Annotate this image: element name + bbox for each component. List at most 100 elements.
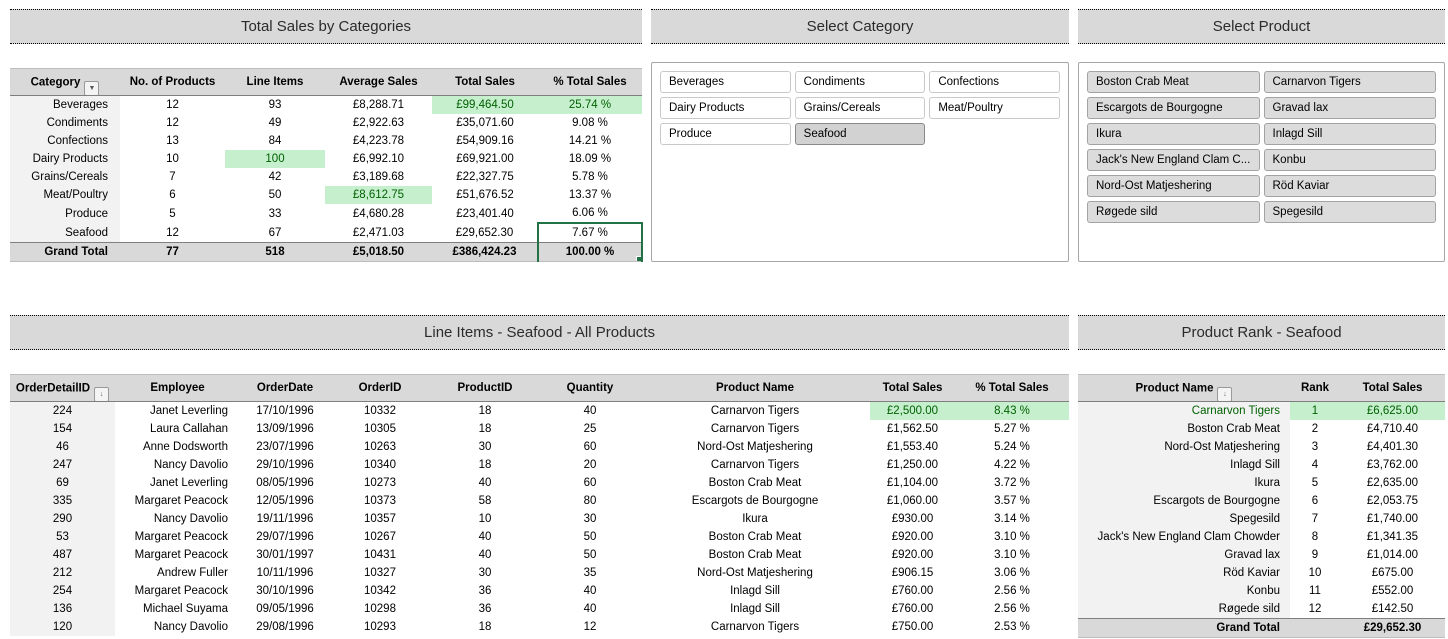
slicer-item-r-d-kaviar[interactable]: Röd Kaviar	[1264, 175, 1437, 197]
cell-pct[interactable]: 8.43 %	[955, 402, 1069, 421]
cell-quantity[interactable]: 35	[540, 564, 640, 582]
cell-employee[interactable]: Janet Leverling	[115, 474, 240, 492]
cell-rank[interactable]: 11	[1290, 582, 1340, 600]
cell-quantity[interactable]: 12	[540, 618, 640, 636]
cell-rank[interactable]: 10	[1290, 564, 1340, 582]
cell-total[interactable]: £35,071.60	[432, 114, 538, 132]
cell-rank[interactable]: 2	[1290, 420, 1340, 438]
cell-product_name[interactable]: Boston Crab Meat	[640, 528, 870, 546]
cell-product_name[interactable]: Carnarvon Tigers	[1078, 402, 1290, 421]
column-header-pct[interactable]: % Total Sales	[538, 69, 642, 96]
cell-line_items[interactable]: 49	[225, 114, 325, 132]
cell-total[interactable]: £1,104.00	[870, 474, 955, 492]
column-header-pct[interactable]: % Total Sales	[955, 375, 1069, 402]
cell-product_name[interactable]: Gravad lax	[1078, 546, 1290, 564]
column-header-order_id[interactable]: OrderID	[330, 375, 430, 402]
cell-quantity[interactable]: 30	[540, 510, 640, 528]
cell-product_id[interactable]: 18	[430, 402, 540, 421]
cell-avg[interactable]: £6,992.10	[325, 150, 432, 168]
cell-product_name[interactable]: Jack's New England Clam Chowder	[1078, 528, 1290, 546]
cell-product_name[interactable]: Konbu	[1078, 582, 1290, 600]
cell-product_name[interactable]: Carnarvon Tigers	[640, 420, 870, 438]
cell-employee[interactable]: Margaret Peacock	[115, 546, 240, 564]
cell-category[interactable]: Grains/Cereals	[10, 168, 120, 186]
cell-category[interactable]: Produce	[10, 204, 120, 223]
cell-product_name[interactable]: Boston Crab Meat	[640, 546, 870, 564]
cell-order_id[interactable]: 10342	[330, 582, 430, 600]
cell-pct[interactable]: 3.10 %	[955, 528, 1069, 546]
cell-employee[interactable]: Margaret Peacock	[115, 528, 240, 546]
cell-quantity[interactable]: 20	[540, 456, 640, 474]
slicer-item-jack-s-new-england-clam-c[interactable]: Jack's New England Clam C...	[1087, 149, 1260, 171]
cell-total[interactable]: £1,014.00	[1340, 546, 1445, 564]
cell-rank[interactable]: 8	[1290, 528, 1340, 546]
cell-employee[interactable]: Michael Suyama	[115, 600, 240, 618]
slicer-item-carnarvon-tigers[interactable]: Carnarvon Tigers	[1264, 71, 1437, 93]
cell-quantity[interactable]: 40	[540, 582, 640, 600]
cell-total[interactable]: £760.00	[870, 600, 955, 618]
sort-filter-icon[interactable]: ↓	[1217, 387, 1232, 402]
cell-line_items[interactable]: 33	[225, 204, 325, 223]
cell-avg[interactable]: £5,018.50	[325, 243, 432, 262]
cell-product_id[interactable]: 18	[430, 618, 540, 636]
slicer-item-grains-cereals[interactable]: Grains/Cereals	[795, 97, 926, 119]
cell-category[interactable]: Condiments	[10, 114, 120, 132]
cell-pct[interactable]: 14.21 %	[538, 132, 642, 150]
cell-order_id[interactable]: 10332	[330, 402, 430, 421]
cell-total[interactable]: £750.00	[870, 618, 955, 636]
slicer-item-spegesild[interactable]: Spegesild	[1264, 201, 1437, 223]
slicer-item-gravad-lax[interactable]: Gravad lax	[1264, 97, 1437, 119]
cell-order_detail_id[interactable]: 224	[10, 402, 115, 421]
cell-pct[interactable]: 5.24 %	[955, 438, 1069, 456]
cell-total[interactable]: £1,060.00	[870, 492, 955, 510]
cell-total[interactable]: £1,250.00	[870, 456, 955, 474]
cell-order_id[interactable]: 10340	[330, 456, 430, 474]
cell-pct[interactable]: 2.56 %	[955, 600, 1069, 618]
cell-line_items[interactable]: 42	[225, 168, 325, 186]
slicer-item-nord-ost-matjeshering[interactable]: Nord-Ost Matjeshering	[1087, 175, 1260, 197]
slicer-item-beverages[interactable]: Beverages	[660, 71, 791, 93]
column-header-avg[interactable]: Average Sales	[325, 69, 432, 96]
cell-products[interactable]: 12	[120, 114, 225, 132]
cell-product_name[interactable]: Inlagd Sill	[1078, 456, 1290, 474]
cell-pct[interactable]: 3.06 %	[955, 564, 1069, 582]
cell-quantity[interactable]: 60	[540, 474, 640, 492]
cell-order_detail_id[interactable]: 290	[10, 510, 115, 528]
cell-product_id[interactable]: 30	[430, 438, 540, 456]
cell-rank[interactable]: 5	[1290, 474, 1340, 492]
cell-avg[interactable]: £4,680.28	[325, 204, 432, 223]
cell-line_items[interactable]: 67	[225, 223, 325, 243]
cell-avg[interactable]: £3,189.68	[325, 168, 432, 186]
cell-employee[interactable]: Margaret Peacock	[115, 492, 240, 510]
cell-pct[interactable]: 7.67 %	[538, 223, 642, 243]
cell-product_name[interactable]: Carnarvon Tigers	[640, 456, 870, 474]
cell-product_name[interactable]: Inlagd Sill	[640, 582, 870, 600]
cell-employee[interactable]: Nancy Davolio	[115, 456, 240, 474]
column-header-total[interactable]: Total Sales	[870, 375, 955, 402]
slicer-item-dairy-products[interactable]: Dairy Products	[660, 97, 791, 119]
cell-order_date[interactable]: 29/10/1996	[240, 456, 330, 474]
cell-order_id[interactable]: 10273	[330, 474, 430, 492]
slicer-item-inlagd-sill[interactable]: Inlagd Sill	[1264, 123, 1437, 145]
cell-order_detail_id[interactable]: 154	[10, 420, 115, 438]
cell-employee[interactable]: Andrew Fuller	[115, 564, 240, 582]
cell-total[interactable]: £1,740.00	[1340, 510, 1445, 528]
column-header-rank[interactable]: Rank	[1290, 375, 1340, 402]
cell-products[interactable]: 10	[120, 150, 225, 168]
slicer-item-meat-poultry[interactable]: Meat/Poultry	[929, 97, 1060, 119]
cell-total[interactable]: £6,625.00	[1340, 402, 1445, 421]
cell-total[interactable]: £2,635.00	[1340, 474, 1445, 492]
cell-category[interactable]: Confections	[10, 132, 120, 150]
cell-order_detail_id[interactable]: 247	[10, 456, 115, 474]
cell-products[interactable]: 77	[120, 243, 225, 262]
cell-rank[interactable]: 12	[1290, 600, 1340, 619]
cell-quantity[interactable]: 40	[540, 402, 640, 421]
cell-quantity[interactable]: 50	[540, 546, 640, 564]
cell-product_name[interactable]: Carnarvon Tigers	[640, 618, 870, 636]
cell-total[interactable]: £142.50	[1340, 600, 1445, 619]
cell-rank[interactable]	[1290, 619, 1340, 638]
cell-total[interactable]: £2,500.00	[870, 402, 955, 421]
slicer-item-escargots-de-bourgogne[interactable]: Escargots de Bourgogne	[1087, 97, 1260, 119]
sort-filter-icon[interactable]: ↓	[94, 387, 109, 402]
cell-order_id[interactable]: 10327	[330, 564, 430, 582]
